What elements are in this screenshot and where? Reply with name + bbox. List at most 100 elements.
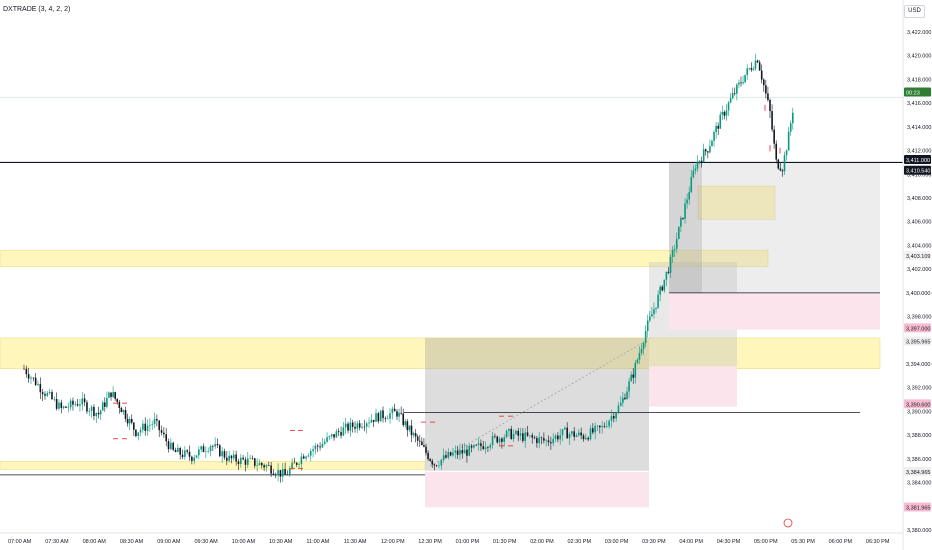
candle-body bbox=[184, 450, 186, 457]
x-tick-label: 04:30 PM bbox=[717, 539, 741, 545]
price-tag-bg bbox=[904, 165, 931, 175]
candle-body bbox=[122, 410, 125, 413]
candle-body bbox=[696, 161, 699, 169]
candle-body bbox=[449, 452, 452, 456]
candle-body bbox=[108, 392, 110, 398]
candle-body bbox=[240, 457, 242, 465]
price-tag-bg bbox=[904, 502, 931, 512]
candle-body bbox=[777, 159, 780, 169]
price-tags: 00:23 3,411.000 3,410.540 3,403.109 3,400.00… bbox=[904, 87, 931, 512]
candle-body bbox=[594, 425, 596, 433]
candle-body bbox=[314, 445, 317, 450]
candle-body bbox=[65, 406, 67, 408]
candle-body bbox=[370, 419, 373, 423]
candle-body bbox=[377, 413, 380, 422]
candle-body bbox=[501, 438, 503, 442]
x-tick-label: 12:00 PM bbox=[381, 539, 405, 545]
candle-body bbox=[692, 170, 695, 177]
candle-body bbox=[267, 465, 270, 466]
candle-body bbox=[533, 437, 536, 439]
candle-body bbox=[202, 446, 205, 453]
candle-body bbox=[412, 433, 415, 436]
candle-body bbox=[258, 462, 261, 466]
candle-body bbox=[153, 419, 156, 425]
candle-body bbox=[124, 410, 127, 419]
candle-body bbox=[454, 450, 457, 453]
candle-body bbox=[494, 435, 496, 437]
trend-line bbox=[429, 342, 644, 467]
candle-body bbox=[418, 440, 421, 442]
y-tick-label: 3,390.000 bbox=[907, 409, 931, 415]
candle-body bbox=[771, 111, 773, 130]
price-tag-bg bbox=[904, 399, 931, 409]
candle-body bbox=[351, 422, 354, 427]
candle-body bbox=[342, 427, 345, 436]
y-tick-label: 3,412.000 bbox=[907, 149, 931, 155]
candle-body bbox=[286, 474, 289, 476]
candle-body bbox=[646, 320, 649, 332]
candle-body bbox=[270, 465, 272, 474]
candle-body bbox=[638, 352, 641, 360]
x-tick-label: 09:30 AM bbox=[195, 539, 219, 545]
candle-body bbox=[146, 425, 149, 431]
candle-body bbox=[475, 444, 478, 446]
candle-body bbox=[253, 458, 256, 466]
zone-0 bbox=[0, 249, 769, 268]
candle-body bbox=[473, 444, 475, 448]
candle-body bbox=[585, 437, 587, 440]
candle-body bbox=[575, 435, 578, 437]
candle-body bbox=[356, 423, 359, 429]
candle-body bbox=[177, 448, 179, 453]
price-tag-bg bbox=[904, 87, 931, 97]
candle-body bbox=[223, 451, 226, 458]
candle-body bbox=[228, 455, 230, 461]
price-tag-bg bbox=[904, 466, 931, 476]
candle-body bbox=[636, 359, 639, 363]
zone-4 bbox=[425, 337, 649, 471]
candle-body bbox=[174, 449, 177, 453]
candle-body bbox=[291, 462, 293, 469]
candle-body bbox=[740, 82, 742, 84]
candle-body bbox=[340, 432, 342, 436]
candle-body bbox=[663, 279, 666, 291]
candle-body bbox=[613, 416, 615, 419]
candle-body bbox=[104, 402, 106, 407]
candle-body bbox=[566, 427, 568, 439]
candle-body bbox=[789, 123, 792, 132]
candle-body bbox=[81, 398, 84, 405]
candle-body bbox=[510, 428, 513, 440]
candle-body bbox=[435, 465, 438, 466]
candle-body bbox=[361, 426, 363, 428]
currency-button[interactable]: USD bbox=[904, 5, 925, 18]
candle-body bbox=[249, 457, 251, 459]
candle-body bbox=[785, 150, 788, 156]
candle-body bbox=[423, 445, 425, 447]
candle-body bbox=[95, 412, 98, 417]
y-tick-label: 3,418.000 bbox=[907, 77, 931, 83]
candle-body bbox=[752, 68, 755, 70]
y-tick-label: 3,404.000 bbox=[907, 243, 931, 249]
candle-body bbox=[382, 410, 384, 419]
candle-body bbox=[680, 217, 682, 227]
candle-body bbox=[156, 419, 158, 421]
candle-body bbox=[715, 125, 717, 133]
y-tick-label: 3,402.000 bbox=[907, 267, 931, 273]
candle-body bbox=[191, 456, 193, 461]
candle-body bbox=[151, 424, 154, 425]
candle-body bbox=[582, 435, 585, 440]
candle-body bbox=[713, 132, 715, 141]
candle-body bbox=[540, 437, 543, 439]
candle-body bbox=[251, 457, 254, 459]
candle-body bbox=[429, 459, 431, 461]
candle-body bbox=[538, 437, 541, 444]
candle-body bbox=[470, 445, 473, 448]
candle-body bbox=[781, 170, 784, 172]
candle-body bbox=[632, 374, 635, 378]
candle-body bbox=[531, 435, 534, 438]
candle-body bbox=[221, 451, 223, 457]
candle-body bbox=[193, 457, 195, 461]
x-tick-label: 05:30 PM bbox=[791, 539, 815, 545]
candle-body bbox=[116, 398, 119, 403]
candle-body bbox=[543, 438, 545, 441]
